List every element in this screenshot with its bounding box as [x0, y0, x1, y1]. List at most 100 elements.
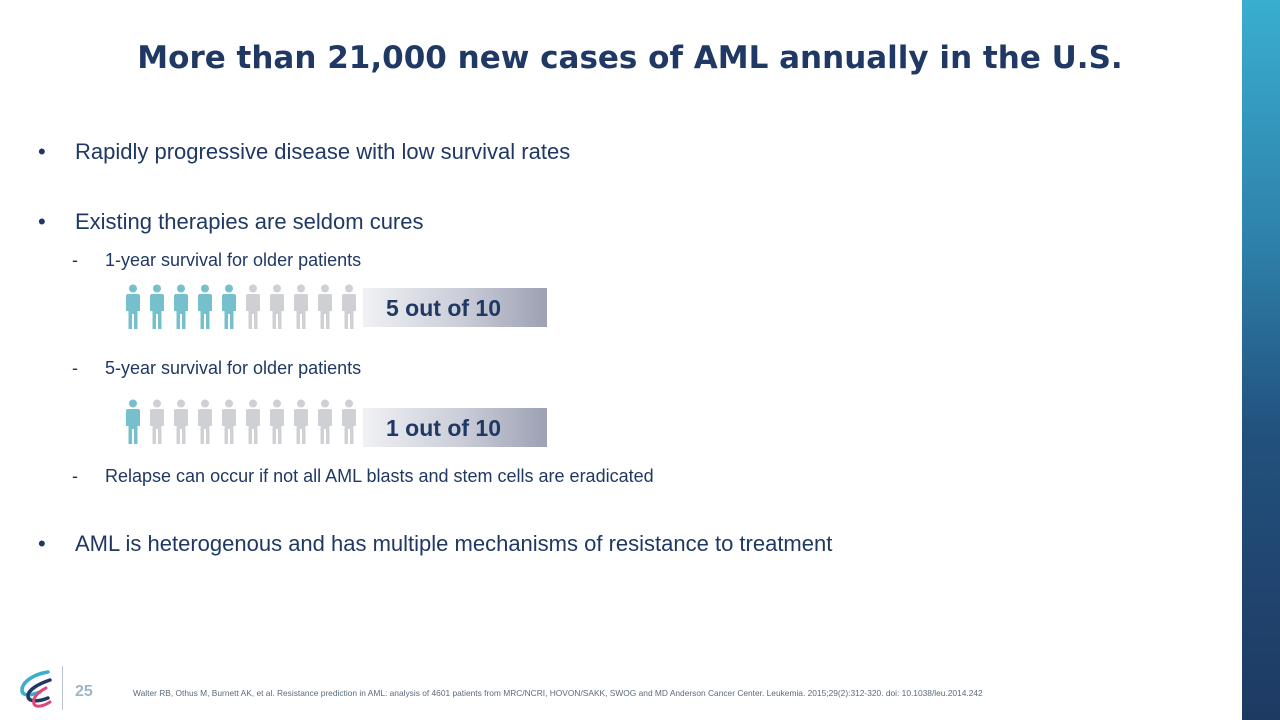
person-icon-highlighted	[121, 399, 145, 445]
person-head	[249, 399, 257, 408]
person-body	[174, 409, 188, 444]
person-icon	[241, 399, 265, 445]
bullet-text: Rapidly progressive disease with low sur…	[75, 139, 571, 164]
person-body	[294, 409, 308, 444]
person-icon-shape	[198, 399, 212, 444]
person-icon-shape	[150, 399, 164, 444]
person-body	[342, 409, 356, 444]
survival-figure-row-5yr	[121, 399, 361, 445]
person-body	[126, 409, 140, 444]
person-body	[270, 409, 284, 444]
survival-badge-label: 1 out of 10	[386, 415, 502, 441]
person-icon	[289, 399, 313, 445]
person-body	[198, 294, 212, 329]
person-head	[201, 399, 209, 408]
person-head	[129, 284, 137, 293]
person-body	[246, 409, 260, 444]
person-head	[297, 284, 305, 293]
person-body	[318, 294, 332, 329]
person-icon-highlighted	[145, 284, 169, 330]
page-number: 25	[75, 683, 93, 700]
person-icon-shape	[342, 399, 356, 444]
person-body	[270, 294, 284, 329]
person-icon-shape	[126, 399, 140, 444]
person-head	[273, 284, 281, 293]
person-icon-shape	[318, 284, 332, 329]
person-head	[177, 284, 185, 293]
person-icon-shape	[246, 284, 260, 329]
slide-title: More than 21,000 new cases of AML annual…	[137, 40, 1123, 76]
person-body	[150, 294, 164, 329]
person-icon-shape	[198, 284, 212, 329]
person-icon-shape	[318, 399, 332, 444]
person-icon-shape	[246, 399, 260, 444]
person-icon	[313, 284, 337, 330]
bullet-dot: •	[38, 531, 46, 556]
person-head	[177, 399, 185, 408]
person-icon-highlighted	[193, 284, 217, 330]
person-icon	[193, 399, 217, 445]
survival-figure-row-1yr	[121, 284, 361, 330]
sub-bullet-dash: -	[72, 250, 78, 270]
person-body	[294, 294, 308, 329]
company-logo	[20, 670, 52, 708]
right-accent-bar	[1242, 0, 1280, 720]
person-head	[345, 399, 353, 408]
person-icon-shape	[270, 399, 284, 444]
person-icon	[337, 399, 361, 445]
person-head	[225, 284, 233, 293]
person-body	[174, 294, 188, 329]
survival-badge-1yr: 5 out of 10	[363, 288, 547, 327]
person-icon-shape	[150, 284, 164, 329]
person-head	[249, 284, 257, 293]
sub-bullet-text: 1-year survival for older patients	[105, 250, 362, 270]
person-icon	[265, 399, 289, 445]
person-icon	[265, 284, 289, 330]
person-body	[342, 294, 356, 329]
person-head	[201, 284, 209, 293]
survival-badge-5yr: 1 out of 10	[363, 408, 547, 447]
person-icon-highlighted	[217, 284, 241, 330]
bullet-text: AML is heterogenous and has multiple mec…	[75, 531, 833, 556]
person-head	[321, 284, 329, 293]
person-icon	[241, 284, 265, 330]
person-head	[153, 284, 161, 293]
person-body	[126, 294, 140, 329]
person-head	[273, 399, 281, 408]
sub-bullet-dash: -	[72, 466, 78, 486]
person-icon-shape	[294, 399, 308, 444]
citation: Walter RB, Othus M, Burnett AK, et al. R…	[133, 688, 983, 698]
person-icon-highlighted	[169, 284, 193, 330]
person-icon	[337, 284, 361, 330]
person-icon	[289, 284, 313, 330]
bullet-dot: •	[38, 139, 46, 164]
person-icon-shape	[222, 399, 236, 444]
person-body	[222, 294, 236, 329]
person-icon-highlighted	[121, 284, 145, 330]
person-body	[150, 409, 164, 444]
person-icon	[313, 399, 337, 445]
person-icon-shape	[126, 284, 140, 329]
footer-divider	[62, 666, 63, 710]
person-body	[222, 409, 236, 444]
bullet-dot: •	[38, 209, 46, 234]
person-icon-shape	[294, 284, 308, 329]
person-icon	[169, 399, 193, 445]
person-icon-shape	[342, 284, 356, 329]
person-head	[225, 399, 233, 408]
person-icon	[217, 399, 241, 445]
sub-bullet-text: 5-year survival for older patients	[105, 358, 362, 378]
person-head	[153, 399, 161, 408]
survival-badge-label: 5 out of 10	[386, 295, 502, 321]
person-icon-shape	[270, 284, 284, 329]
person-icon	[145, 399, 169, 445]
person-head	[321, 399, 329, 408]
person-icon-shape	[174, 399, 188, 444]
person-body	[198, 409, 212, 444]
person-head	[129, 399, 137, 408]
person-icon-shape	[174, 284, 188, 329]
person-body	[246, 294, 260, 329]
person-icon-shape	[222, 284, 236, 329]
person-body	[318, 409, 332, 444]
person-head	[297, 399, 305, 408]
